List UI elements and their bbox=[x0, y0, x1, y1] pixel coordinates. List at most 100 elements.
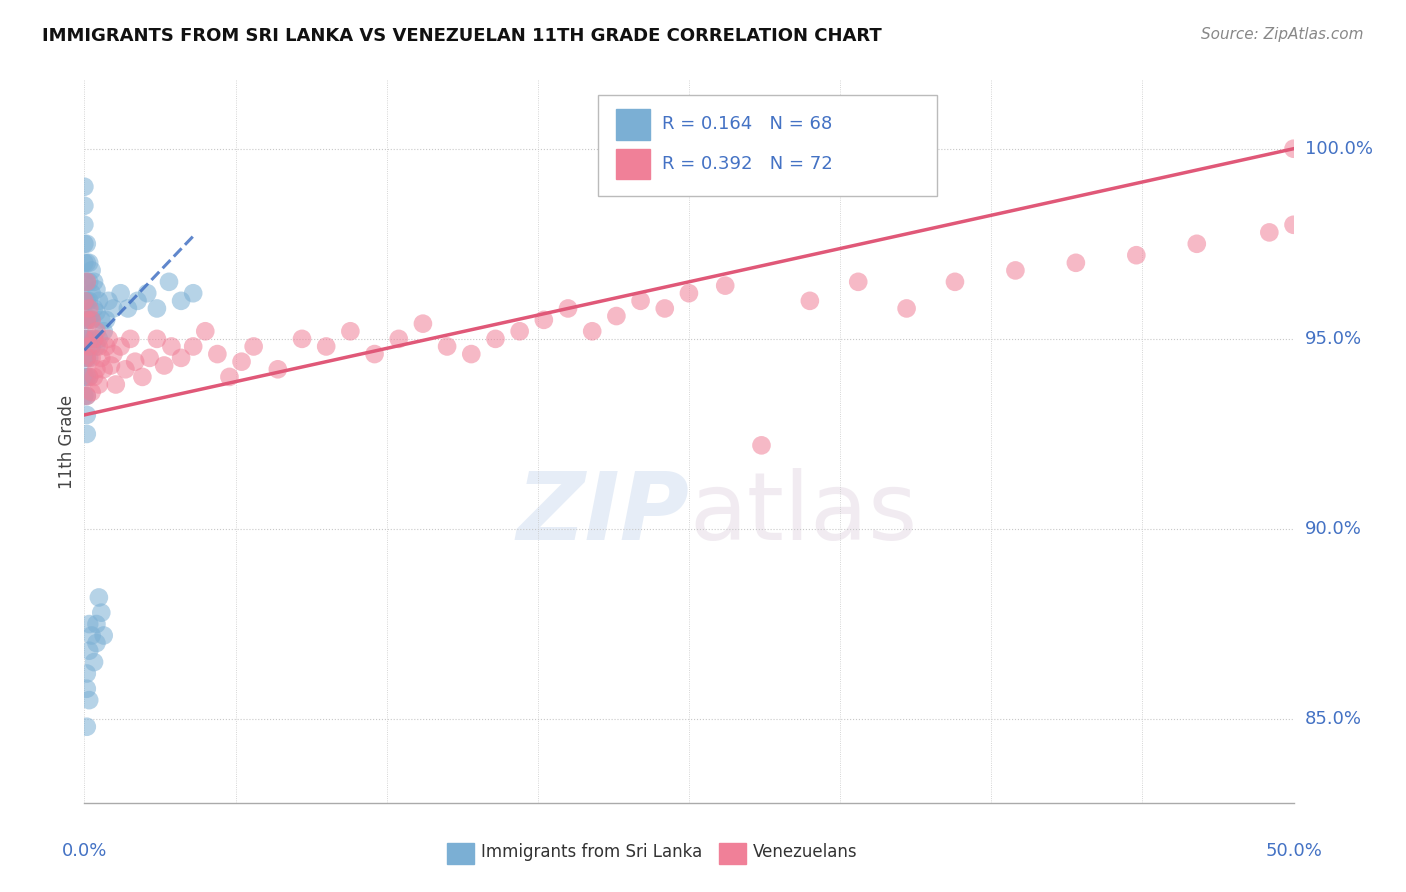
Point bbox=[714, 278, 737, 293]
Point bbox=[76, 313, 98, 327]
Point bbox=[315, 339, 337, 353]
Point bbox=[181, 339, 204, 353]
Point bbox=[194, 324, 217, 338]
Point bbox=[86, 339, 108, 353]
Point bbox=[76, 313, 98, 327]
Text: Immigrants from Sri Lanka: Immigrants from Sri Lanka bbox=[481, 843, 702, 861]
Point bbox=[83, 655, 105, 669]
Point bbox=[97, 293, 120, 308]
Point bbox=[77, 332, 100, 346]
Point bbox=[120, 332, 142, 346]
Point bbox=[76, 332, 98, 346]
Point bbox=[80, 385, 103, 400]
Point bbox=[799, 293, 821, 308]
Point bbox=[87, 377, 110, 392]
Point bbox=[83, 275, 105, 289]
Point bbox=[80, 263, 103, 277]
FancyBboxPatch shape bbox=[599, 95, 936, 196]
Point bbox=[77, 643, 100, 657]
Point bbox=[114, 362, 136, 376]
Point bbox=[76, 389, 98, 403]
Point bbox=[90, 313, 112, 327]
Point bbox=[104, 377, 127, 392]
Text: 90.0%: 90.0% bbox=[1305, 520, 1361, 538]
Point bbox=[76, 720, 98, 734]
Point bbox=[181, 286, 204, 301]
Point bbox=[80, 351, 103, 365]
FancyBboxPatch shape bbox=[616, 149, 650, 179]
Point bbox=[131, 370, 153, 384]
Point bbox=[93, 628, 115, 642]
Point bbox=[751, 438, 773, 452]
Point bbox=[412, 317, 434, 331]
Point bbox=[73, 199, 96, 213]
Point bbox=[1185, 236, 1208, 251]
Point bbox=[557, 301, 579, 316]
Point bbox=[90, 606, 112, 620]
Point bbox=[80, 339, 103, 353]
Point bbox=[93, 362, 115, 376]
Point bbox=[170, 351, 193, 365]
Point bbox=[153, 359, 176, 373]
Point bbox=[103, 301, 125, 316]
Point bbox=[87, 591, 110, 605]
Point bbox=[242, 339, 264, 353]
Text: 85.0%: 85.0% bbox=[1305, 710, 1361, 728]
Point bbox=[363, 347, 385, 361]
Point bbox=[146, 332, 169, 346]
Point bbox=[73, 218, 96, 232]
Point bbox=[1004, 263, 1026, 277]
Point bbox=[73, 293, 96, 308]
Point bbox=[73, 389, 96, 403]
Point bbox=[76, 408, 98, 422]
Point bbox=[87, 293, 110, 308]
FancyBboxPatch shape bbox=[720, 843, 745, 864]
Point bbox=[267, 362, 290, 376]
Point bbox=[124, 354, 146, 368]
FancyBboxPatch shape bbox=[447, 843, 474, 864]
Text: ZIP: ZIP bbox=[516, 467, 689, 560]
Point bbox=[86, 282, 108, 296]
Point bbox=[86, 617, 108, 632]
Point bbox=[117, 301, 139, 316]
Point bbox=[80, 628, 103, 642]
Point bbox=[581, 324, 603, 338]
Point bbox=[605, 309, 627, 323]
Point bbox=[97, 332, 120, 346]
Point bbox=[630, 293, 652, 308]
Point bbox=[77, 301, 100, 316]
Point bbox=[146, 301, 169, 316]
Point bbox=[87, 332, 110, 346]
Point bbox=[1258, 226, 1281, 240]
Point bbox=[83, 301, 105, 316]
Point bbox=[94, 313, 117, 327]
Point bbox=[93, 324, 115, 338]
Text: 50.0%: 50.0% bbox=[1265, 842, 1322, 860]
Point bbox=[509, 324, 531, 338]
Point bbox=[76, 275, 98, 289]
Text: R = 0.392   N = 72: R = 0.392 N = 72 bbox=[662, 155, 834, 173]
Point bbox=[484, 332, 506, 346]
Text: R = 0.164   N = 68: R = 0.164 N = 68 bbox=[662, 115, 832, 133]
Point bbox=[436, 339, 458, 353]
Point bbox=[77, 313, 100, 327]
Point bbox=[846, 275, 869, 289]
Point bbox=[77, 617, 100, 632]
Text: IMMIGRANTS FROM SRI LANKA VS VENEZUELAN 11TH GRADE CORRELATION CHART: IMMIGRANTS FROM SRI LANKA VS VENEZUELAN … bbox=[42, 27, 882, 45]
Text: 100.0%: 100.0% bbox=[1305, 140, 1372, 158]
FancyBboxPatch shape bbox=[616, 109, 650, 139]
Point bbox=[127, 293, 149, 308]
Point bbox=[654, 301, 676, 316]
Point bbox=[73, 275, 96, 289]
Point bbox=[73, 313, 96, 327]
Point bbox=[110, 339, 132, 353]
Point bbox=[76, 275, 98, 289]
Point bbox=[77, 370, 100, 384]
Point bbox=[388, 332, 411, 346]
Point bbox=[73, 351, 96, 365]
Point bbox=[73, 179, 96, 194]
Point bbox=[80, 286, 103, 301]
Point bbox=[94, 339, 117, 353]
Point bbox=[83, 370, 105, 384]
Point bbox=[86, 636, 108, 650]
